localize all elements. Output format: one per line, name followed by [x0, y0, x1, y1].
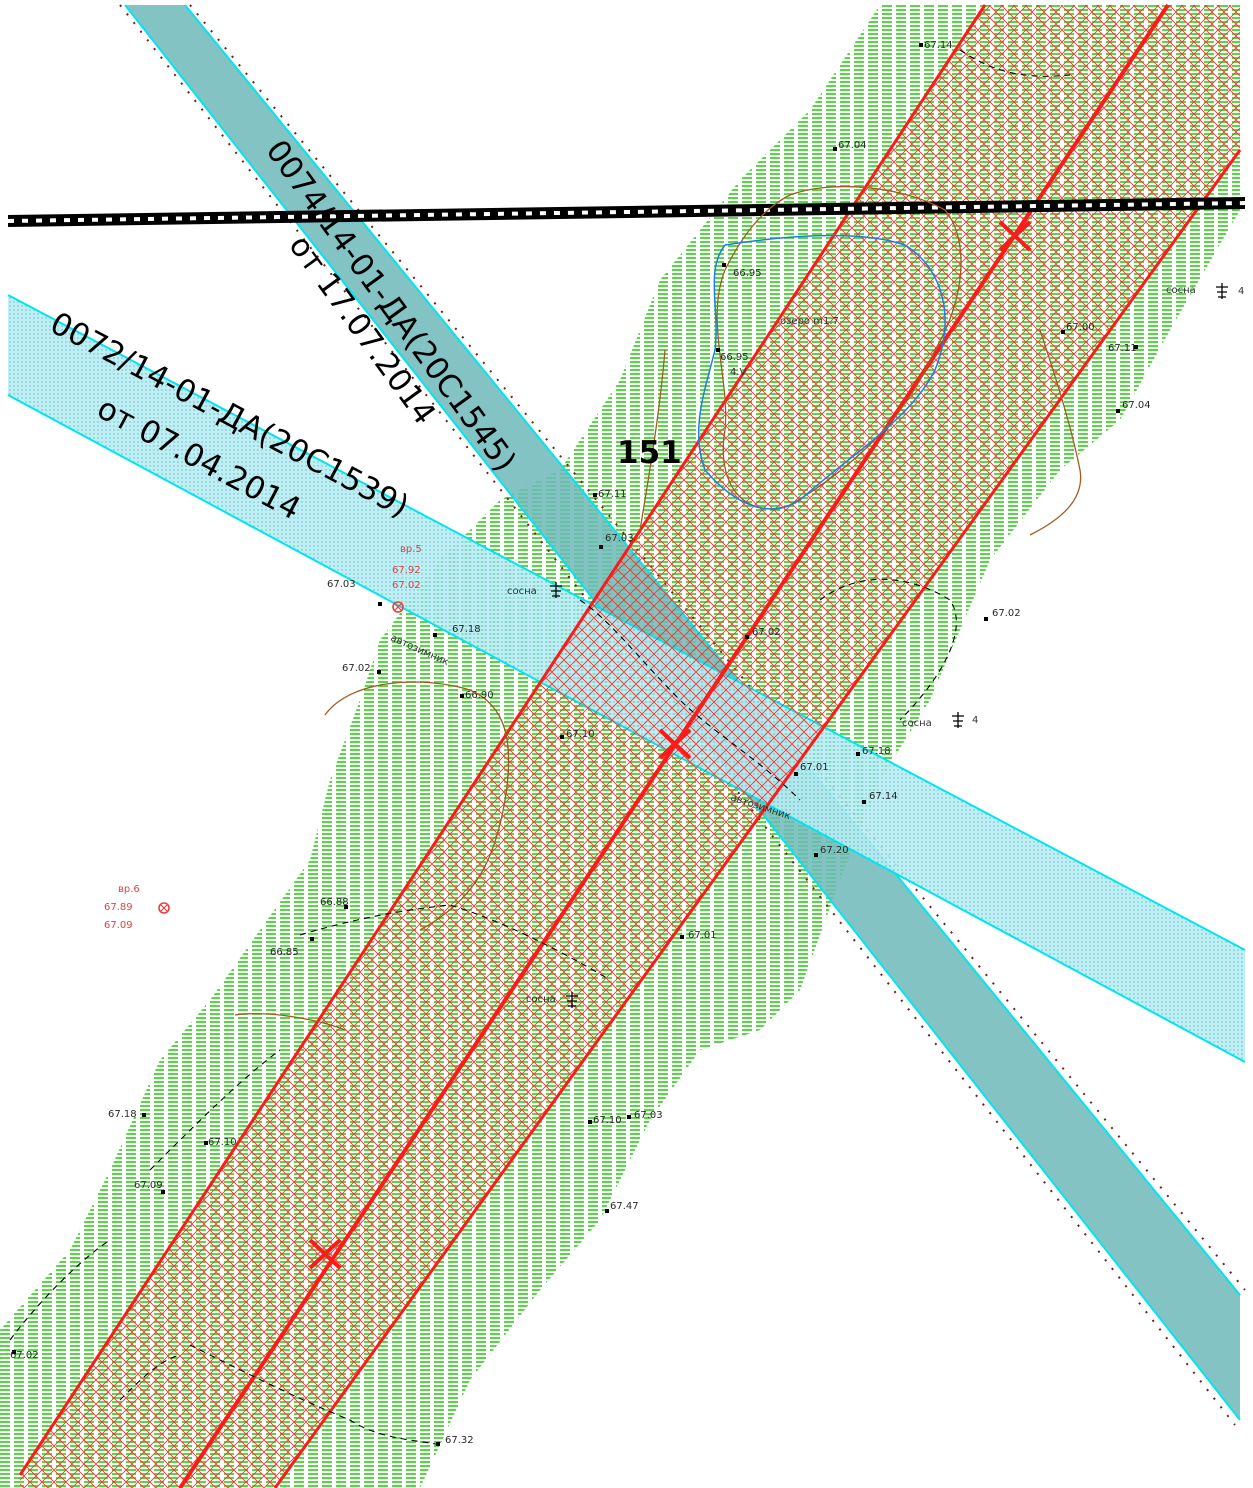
- svg-text:67.03: 67.03: [634, 1110, 663, 1121]
- svg-text:67.02: 67.02: [752, 627, 781, 638]
- svg-text:67.01: 67.01: [688, 930, 717, 941]
- benchmark-2-h2: 67.09: [104, 920, 133, 931]
- svg-text:67.10: 67.10: [593, 1115, 622, 1126]
- axis-cross-2: [658, 728, 692, 760]
- svg-text:67.11: 67.11: [598, 489, 627, 500]
- svg-text:67.20: 67.20: [820, 845, 849, 856]
- svg-text:67.18: 67.18: [108, 1109, 137, 1120]
- planned-corridor: [18, 3, 1242, 1488]
- svg-text:67.47: 67.47: [610, 1201, 639, 1212]
- contour-lines: [234, 185, 1082, 1031]
- svg-text:67.03: 67.03: [327, 579, 356, 590]
- axis-cross-1: [308, 1238, 342, 1270]
- benchmark-2-name: вр.6: [118, 884, 140, 895]
- svg-text:67.04: 67.04: [838, 140, 867, 151]
- svg-text:67.18: 67.18: [452, 624, 481, 635]
- svg-text:66.95: 66.95: [720, 352, 749, 363]
- svg-text:67.18: 67.18: [862, 746, 891, 757]
- benchmark-1-h1: 67.92: [392, 565, 421, 576]
- svg-text:67.09: 67.09: [134, 1180, 163, 1191]
- svg-text:66.95: 66.95: [733, 268, 762, 279]
- survey-point-icon: [12, 43, 1138, 1446]
- svg-text:67.02: 67.02: [342, 663, 371, 674]
- tree-height-1: 4: [1238, 286, 1244, 297]
- tree-label-2: сосна: [902, 718, 932, 729]
- benchmark-1-h2: 67.02: [392, 580, 421, 591]
- svg-text:67.02: 67.02: [10, 1350, 39, 1361]
- railway-line: [7, 197, 1246, 227]
- lake: [697, 234, 946, 510]
- tree-label-1: сосна: [1166, 285, 1196, 296]
- tree-label-4: сосна: [526, 994, 556, 1005]
- svg-text:67.10: 67.10: [208, 1137, 237, 1148]
- plot-number: 151: [617, 435, 682, 471]
- lake-depth: 4.V: [730, 367, 747, 378]
- svg-text:67.10: 67.10: [566, 729, 595, 740]
- permit-a-label-line1: 0074/14-01-ДА(20С1545): [259, 134, 523, 479]
- benchmark-2-h1: 67.89: [104, 902, 133, 913]
- svg-text:67.32: 67.32: [445, 1435, 474, 1446]
- svg-text:67.14: 67.14: [924, 40, 953, 51]
- benchmark-icon: [158, 601, 404, 914]
- svg-text:67.11: 67.11: [1108, 343, 1137, 354]
- axis-cross-3: [998, 220, 1032, 252]
- pine-tree-icon: [550, 283, 1228, 1008]
- svg-text:66.90: 66.90: [465, 690, 494, 701]
- footpaths: [9, 49, 1071, 1446]
- elevation-labels: 67.14 67.04 66.95 66.95 67.11 67.04 67.0…: [10, 40, 1151, 1446]
- svg-text:67.02: 67.02: [992, 608, 1021, 619]
- svg-text:67.00: 67.00: [1066, 322, 1095, 333]
- tree-height-2: 4: [972, 715, 978, 726]
- svg-text:66.88: 66.88: [320, 897, 349, 908]
- svg-text:66.85: 66.85: [270, 947, 299, 958]
- tree-label-3: сосна: [507, 586, 537, 597]
- benchmark-1-name: вр.5: [400, 544, 422, 555]
- svg-text:67.03: 67.03: [605, 533, 634, 544]
- svg-text:67.01: 67.01: [800, 762, 829, 773]
- svg-text:67.14: 67.14: [869, 791, 898, 802]
- lake-label: озеро m1.7: [780, 316, 839, 327]
- svg-text:67.04: 67.04: [1122, 400, 1151, 411]
